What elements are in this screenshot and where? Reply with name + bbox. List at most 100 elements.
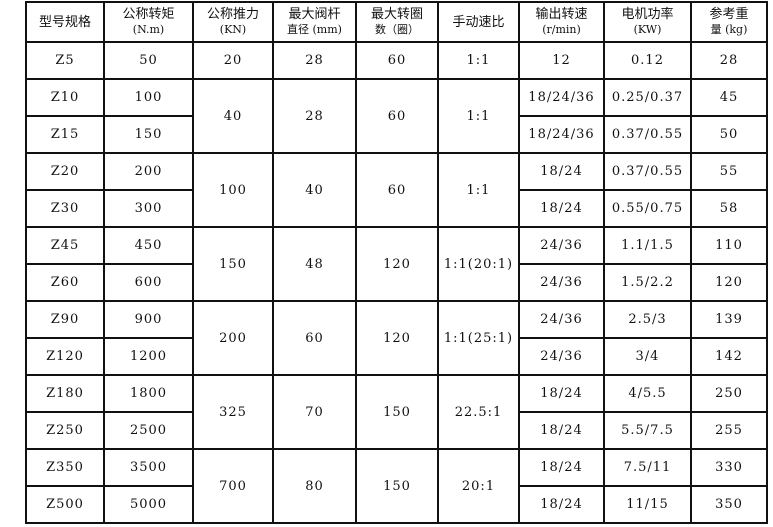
motor-power-cell: 3/4 (603, 337, 692, 376)
torque-cell: 450 (103, 226, 194, 265)
table-row: Z350 3500 700 80 150 20:1 18/24 7.5/11 330 (25, 448, 768, 524)
model-cell: Z60 (25, 263, 105, 302)
weight-cell: 120 (690, 263, 768, 302)
model-cell: Z5 (25, 41, 105, 80)
stem-diameter-cell: 28 (272, 78, 357, 154)
weight-cell: 50 (690, 115, 768, 154)
model-cell: Z90 (25, 300, 105, 339)
thrust-cell: 150 (192, 226, 274, 302)
column-header: 型号规格 (25, 1, 105, 43)
weight-cell: 350 (690, 485, 768, 524)
header-row: 型号规格 公称转矩 (N.m) 公称推力 (KN) 最大阀杆 直径 (mm) 最大转圈 数（圈）… (25, 1, 768, 43)
header-line: 参考重 (709, 7, 749, 22)
weight-cell: 330 (690, 448, 768, 487)
table-row: Z20 200 100 40 60 1:1 18/24 0.37/0.55 55 (25, 152, 768, 228)
spec-table: 型号规格 公称转矩 (N.m) 公称推力 (KN) 最大阀杆 直径 (mm) 最大转圈 数（圈）… (25, 1, 768, 524)
output-speed-cell: 18/24 (518, 448, 605, 487)
stem-diameter-cell: 60 (272, 300, 357, 376)
motor-power-cell: 7.5/11 (603, 448, 692, 487)
manual-ratio-cell: 1:1(25:1) (437, 300, 520, 376)
thrust-cell: 325 (192, 374, 274, 450)
header-line: 型号规格 (38, 14, 91, 30)
max-turns-cell: 60 (355, 152, 439, 228)
column-header: 输出转速 (r/min) (518, 1, 605, 43)
output-speed-cell: 24/36 (518, 263, 605, 302)
manual-ratio-cell: 20:1 (437, 448, 520, 524)
column-header: 最大转圈 数（圈） (355, 1, 439, 43)
max-turns-cell: 60 (355, 41, 439, 80)
motor-power-cell: 0.12 (603, 41, 692, 80)
weight-cell: 255 (690, 411, 768, 450)
header-line: 量 (kg) (710, 23, 748, 36)
weight-cell: 28 (690, 41, 768, 80)
weight-cell: 45 (690, 78, 768, 117)
manual-ratio-cell: 1:1 (437, 41, 520, 80)
model-cell: Z250 (25, 411, 105, 450)
table-body: Z5 50 20 28 60 1:1 12 0.12 28 Z10 100 40 28 60 1:1 18/2… (25, 41, 768, 524)
header-line: 最大转圈 (370, 7, 423, 22)
column-header: 公称转矩 (N.m) (103, 1, 194, 43)
output-speed-cell: 24/36 (518, 300, 605, 339)
torque-cell: 1800 (103, 374, 194, 413)
torque-cell: 2500 (103, 411, 194, 450)
model-cell: Z180 (25, 374, 105, 413)
model-cell: Z30 (25, 189, 105, 228)
column-header: 参考重量 (kg) (690, 1, 768, 43)
output-speed-cell: 18/24 (518, 189, 605, 228)
output-speed-cell: 24/36 (518, 337, 605, 376)
table-row: Z60 600 24/36 1.5/2.2 120 (25, 263, 768, 302)
header-line: (KN) (219, 23, 247, 36)
motor-power-cell: 5.5/7.5 (603, 411, 692, 450)
header-line: 数（圈） (375, 23, 419, 36)
model-cell: Z10 (25, 78, 105, 117)
table-row: Z250 2500 18/24 5.5/7.5 255 (25, 411, 768, 450)
column-header: 手动速比 (437, 1, 520, 43)
output-speed-cell: 18/24 (518, 485, 605, 524)
header-line: 最大阀杆 (288, 7, 341, 22)
output-speed-cell: 18/24/36 (518, 78, 605, 117)
motor-power-cell: 0.37/0.55 (603, 152, 692, 191)
manual-ratio-cell: 22.5:1 (437, 374, 520, 450)
output-speed-cell: 18/24 (518, 374, 605, 413)
table-row: Z180 1800 325 70 150 22.5:1 18/24 4/5.5 250 (25, 374, 768, 450)
table-row: Z500 5000 18/24 11/15 350 (25, 485, 768, 524)
column-header: 电机功率 (KW) (603, 1, 692, 43)
weight-cell: 250 (690, 374, 768, 413)
thrust-cell: 40 (192, 78, 274, 154)
table-row: Z10 100 40 28 60 1:1 18/24/36 0.25/0.37 45 (25, 78, 768, 154)
weight-cell: 142 (690, 337, 768, 376)
torque-cell: 50 (103, 41, 194, 80)
model-cell: Z15 (25, 115, 105, 154)
stem-diameter-cell: 48 (272, 226, 357, 302)
motor-power-cell: 2.5/3 (603, 300, 692, 339)
manual-ratio-cell: 1:1(20:1) (437, 226, 520, 302)
header-line: 手动速比 (452, 14, 505, 30)
motor-power-cell: 1.1/1.5 (603, 226, 692, 265)
table-row: Z90 900 200 60 120 1:1(25:1) 24/36 2.5/3 139 (25, 300, 768, 376)
weight-cell: 139 (690, 300, 768, 339)
table-row: Z45 450 150 48 120 1:1(20:1) 24/36 1.1/1.5 110 (25, 226, 768, 302)
header-line: 公称推力 (206, 7, 259, 22)
motor-power-cell: 0.55/0.75 (603, 189, 692, 228)
table-row: Z30 300 18/24 0.55/0.75 58 (25, 189, 768, 228)
motor-power-cell: 0.37/0.55 (603, 115, 692, 154)
table-row: Z15 150 18/24/36 0.37/0.55 50 (25, 115, 768, 154)
stem-diameter-cell: 70 (272, 374, 357, 450)
model-cell: Z120 (25, 337, 105, 376)
motor-power-cell: 11/15 (603, 485, 692, 524)
column-header: 最大阀杆 直径 (mm) (272, 1, 357, 43)
output-speed-cell: 18/24 (518, 152, 605, 191)
table-row: Z5 50 20 28 60 1:1 12 0.12 28 (25, 41, 768, 80)
stem-diameter-cell: 80 (272, 448, 357, 524)
output-speed-cell: 12 (518, 41, 605, 80)
thrust-cell: 700 (192, 448, 274, 524)
header-line: 输出转速 (535, 7, 588, 22)
torque-cell: 100 (103, 78, 194, 117)
thrust-cell: 20 (192, 41, 274, 80)
model-cell: Z45 (25, 226, 105, 265)
max-turns-cell: 150 (355, 448, 439, 524)
output-speed-cell: 24/36 (518, 226, 605, 265)
torque-cell: 3500 (103, 448, 194, 487)
header-line: (N.m) (132, 23, 165, 36)
table-row: Z120 1200 24/36 3/4 142 (25, 337, 768, 376)
